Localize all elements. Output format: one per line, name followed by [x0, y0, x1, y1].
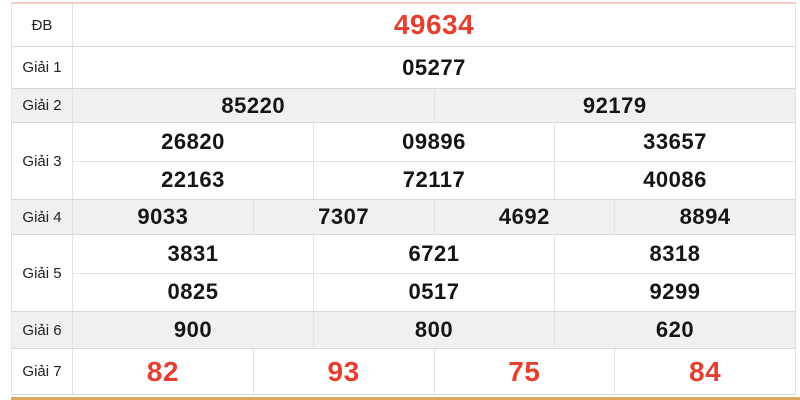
- prize-row-7: Giải 7 82 93 75 84: [12, 349, 795, 395]
- prize-row-3: Giải 3 26820 09896 33657 22163 72117 40086: [12, 123, 795, 200]
- prize-label: ĐB: [12, 4, 73, 46]
- prize-number: 84: [614, 349, 795, 394]
- prize-number: 0517: [313, 273, 554, 311]
- prize-number: 620: [554, 312, 795, 348]
- lottery-results-table: ĐB 49634 Giải 1 05277 Giải 2 85220 92179 Giải 3…: [11, 2, 796, 395]
- prize-number: 0825: [167, 279, 219, 305]
- prize-number: 7307: [252, 200, 434, 234]
- prize-number: 75: [433, 349, 615, 394]
- prize-number: 49634: [393, 9, 475, 40]
- prize-number: 800: [313, 312, 554, 348]
- prize-number: 9033: [137, 204, 189, 229]
- prize-row-6: Giải 6 900 800 620: [12, 312, 795, 349]
- prize-number: 33657: [554, 123, 795, 161]
- prize-number: 92179: [433, 89, 796, 122]
- prize-number: 85220: [221, 92, 286, 118]
- prize-label: Giải 2: [12, 89, 73, 122]
- prize-label: Giải 5: [12, 235, 73, 311]
- prize-number: 82: [146, 355, 179, 387]
- prize-number: 93: [252, 349, 434, 394]
- prize-number: 8318: [554, 235, 795, 273]
- bottom-divider: [11, 397, 800, 400]
- prize-label: Giải 6: [12, 312, 73, 348]
- prize-row-0: ĐB 49634: [12, 4, 795, 47]
- prize-row-5: Giải 5 3831 6721 8318 0825 0517 9299: [12, 235, 795, 312]
- prize-number: 900: [173, 317, 213, 342]
- prize-label: Giải 7: [12, 349, 73, 394]
- prize-number: 72117: [313, 161, 554, 199]
- prize-number: 22163: [161, 167, 225, 193]
- prize-label: Giải 1: [12, 47, 73, 88]
- prize-number: 6721: [313, 235, 554, 273]
- prize-number: 3831: [167, 240, 219, 266]
- prize-row-2: Giải 2 85220 92179: [12, 89, 795, 123]
- prize-number: 4692: [433, 200, 615, 234]
- prize-number: 26820: [161, 128, 225, 154]
- prize-number: 40086: [554, 161, 795, 199]
- prize-label: Giải 4: [12, 200, 73, 234]
- prize-label: Giải 3: [12, 123, 73, 199]
- prize-number: 9299: [554, 273, 795, 311]
- prize-row-1: Giải 1 05277: [12, 47, 795, 89]
- prize-row-4: Giải 4 9033 7307 4692 8894: [12, 200, 795, 235]
- prize-number: 05277: [402, 54, 466, 80]
- prize-number: 09896: [313, 123, 554, 161]
- prize-number: 8894: [614, 200, 795, 234]
